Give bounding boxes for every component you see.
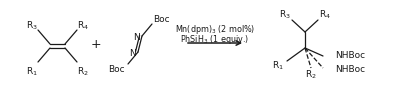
Text: R$_2$: R$_2$ xyxy=(305,69,317,81)
Text: Mn(dpm)$_3$ (2 mol%): Mn(dpm)$_3$ (2 mol%) xyxy=(175,23,255,36)
Text: +: + xyxy=(91,37,101,50)
Text: R$_1$: R$_1$ xyxy=(272,60,284,72)
Text: R$_4$: R$_4$ xyxy=(319,9,331,21)
Text: N: N xyxy=(134,33,140,42)
Text: Boc: Boc xyxy=(153,15,169,24)
Text: R$_3$: R$_3$ xyxy=(279,9,291,21)
Text: N: N xyxy=(130,49,136,58)
Text: NHBoc: NHBoc xyxy=(335,66,365,74)
Text: NHBoc: NHBoc xyxy=(335,52,365,61)
Text: R$_1$: R$_1$ xyxy=(26,66,38,78)
Text: Boc: Boc xyxy=(108,65,124,74)
Text: PhSiH$_3$ (1 equiv.): PhSiH$_3$ (1 equiv.) xyxy=(180,32,250,45)
Text: R$_2$: R$_2$ xyxy=(77,66,89,78)
Text: R$_3$: R$_3$ xyxy=(26,20,38,32)
Text: R$_4$: R$_4$ xyxy=(77,20,89,32)
